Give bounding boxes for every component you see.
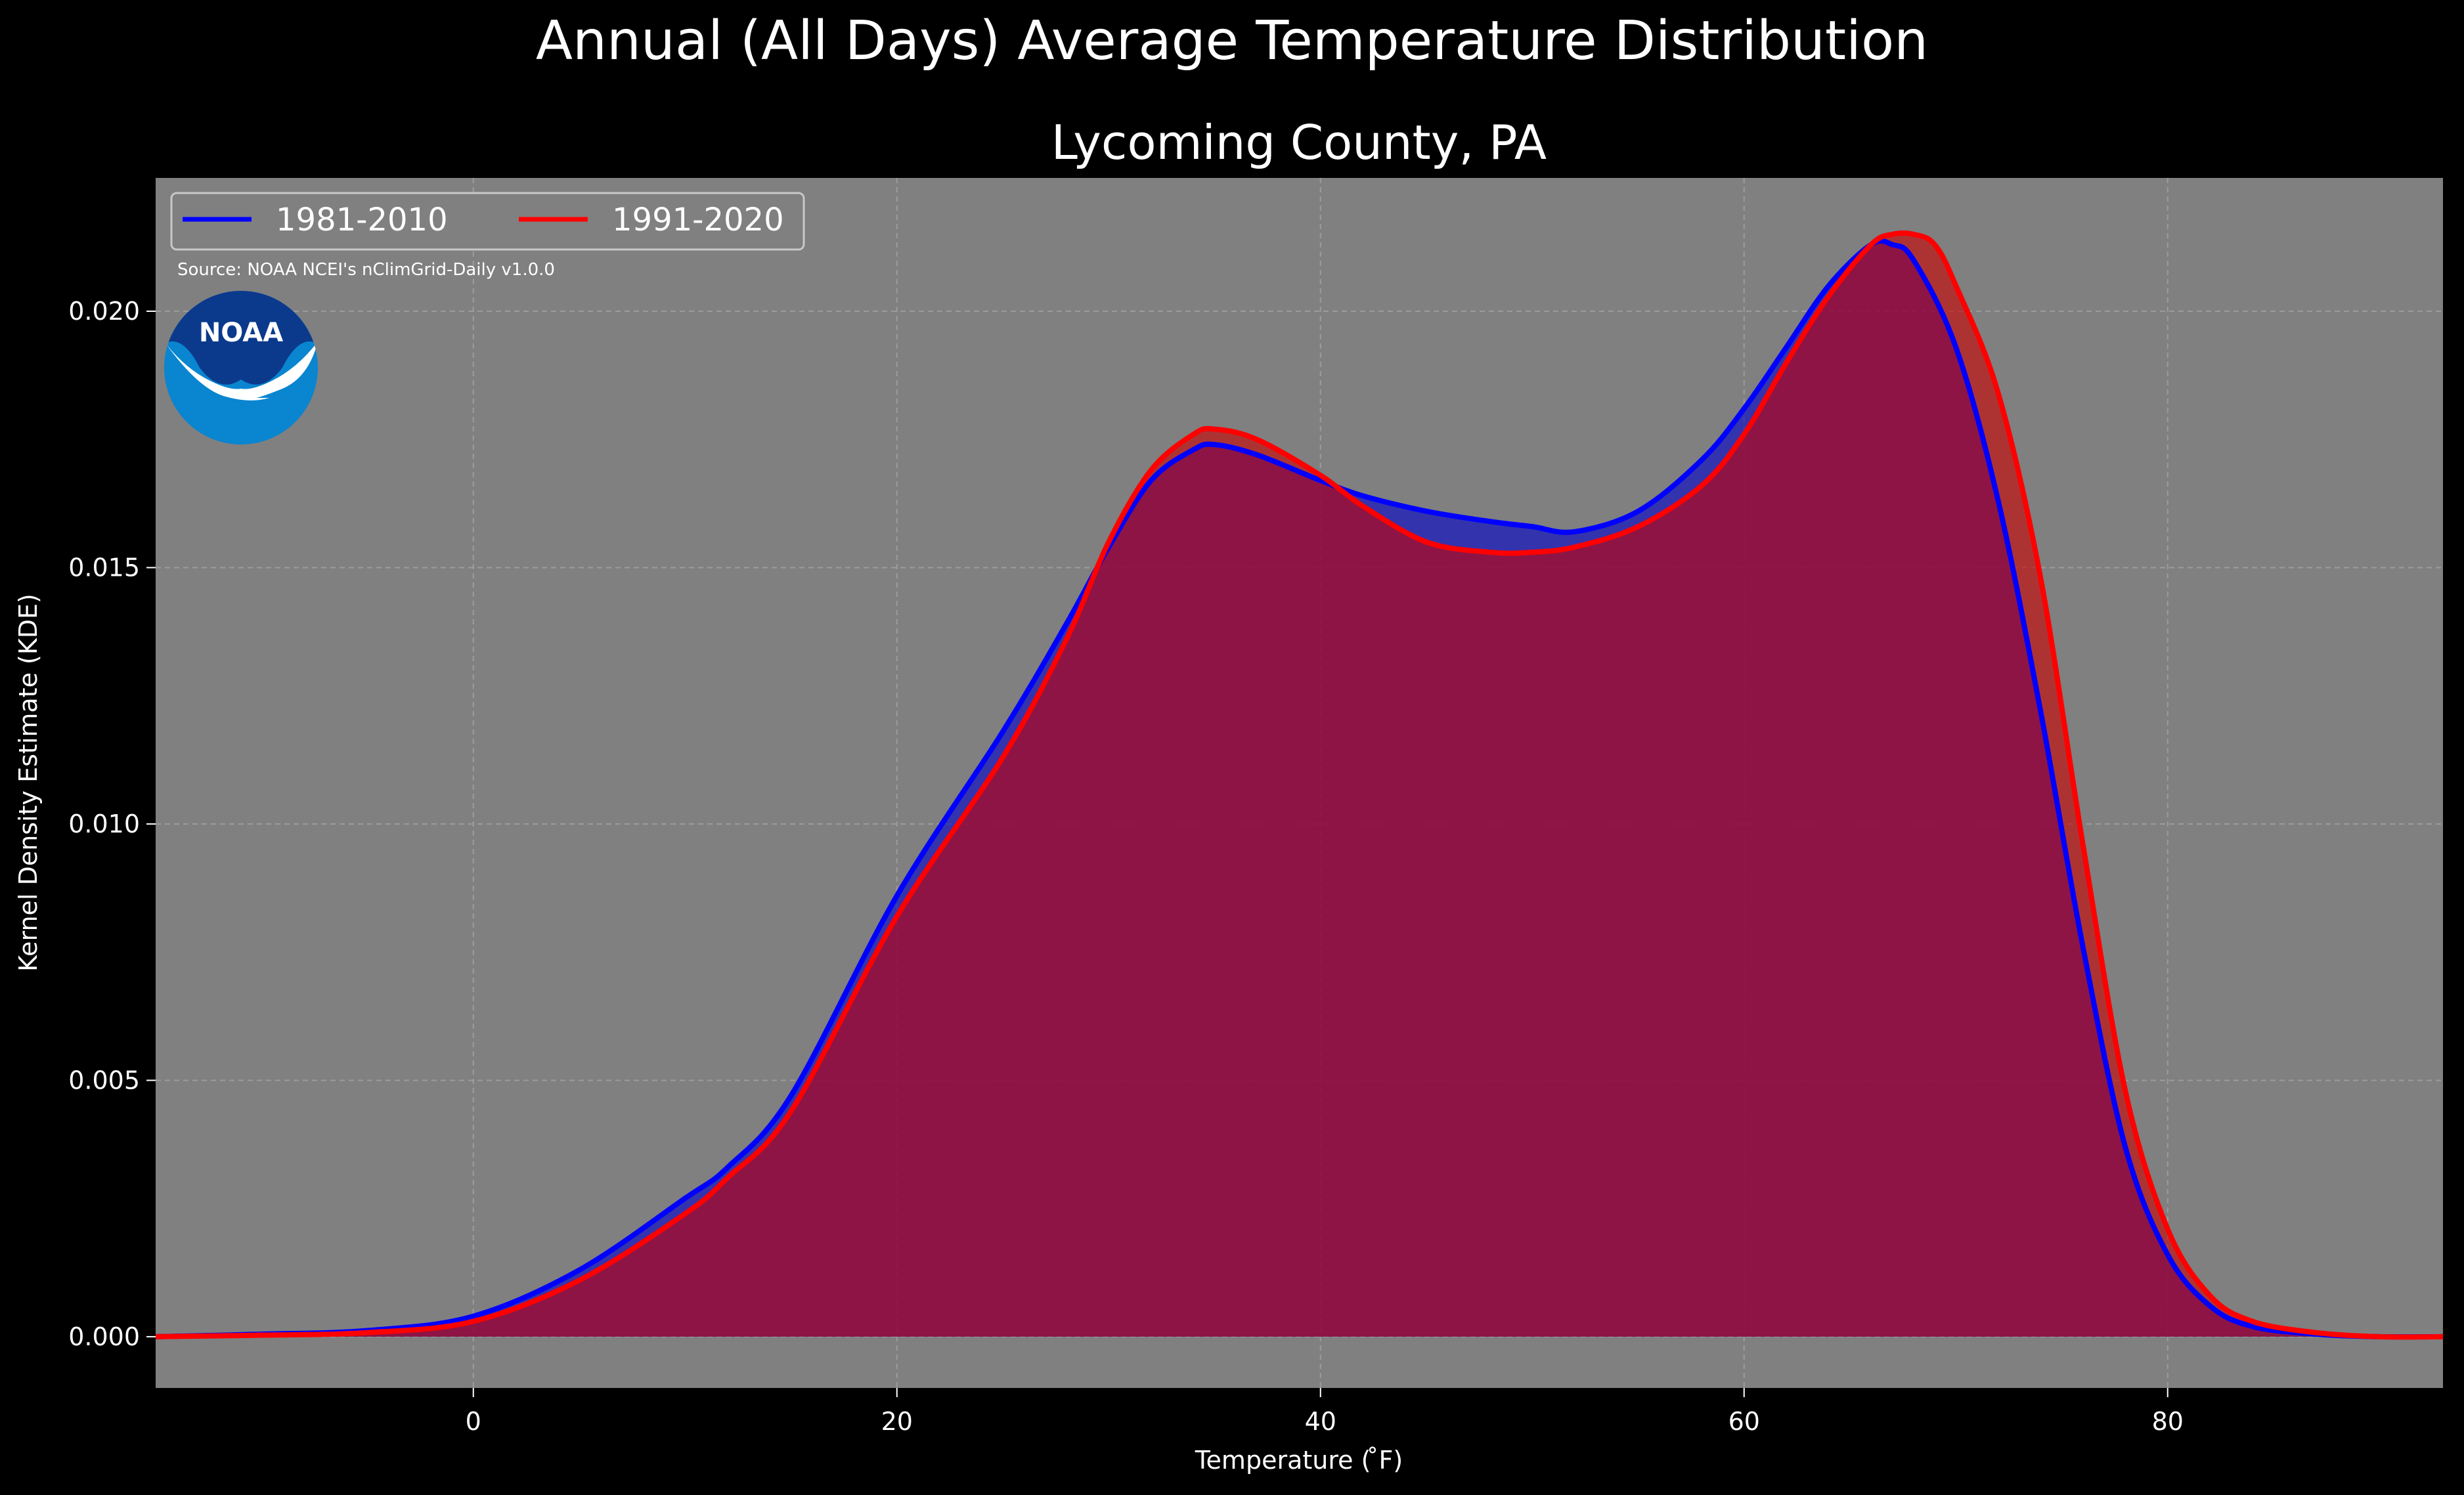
chart-title: Lycoming County, PA bbox=[1051, 115, 1547, 170]
x-tick-label: 40 bbox=[1305, 1407, 1336, 1436]
x-tick-label: 20 bbox=[881, 1407, 913, 1436]
noaa-logo-text: NOAA bbox=[199, 318, 283, 348]
series-fill-1991-2020 bbox=[156, 232, 2443, 1337]
y-tick-label: 0.015 bbox=[68, 553, 140, 582]
legend-label-1981-2010: 1981-2010 bbox=[276, 202, 448, 238]
source-note: Source: NOAA NCEI's nClimGrid-Daily v1.0… bbox=[177, 260, 555, 280]
noaa-logo-bird bbox=[164, 341, 318, 401]
series-line-1981-2010 bbox=[155, 238, 2444, 1340]
x-tick-label: 60 bbox=[1728, 1407, 1760, 1436]
figure-suptitle: Annual (All Days) Average Temperature Di… bbox=[536, 10, 1928, 72]
noaa-logo-icon: NOAA bbox=[164, 291, 318, 444]
legend-label-1991-2020: 1991-2020 bbox=[612, 202, 784, 238]
legend[interactable]: 1981-2010 1991-2020 bbox=[170, 192, 805, 251]
y-tick-label: 0.020 bbox=[68, 297, 140, 326]
y-axis-label: Kernel Density Estimate (KDE) bbox=[14, 594, 43, 972]
y-tick-label: 0.010 bbox=[68, 810, 140, 838]
legend-frame bbox=[170, 192, 805, 251]
y-tick-label: 0.005 bbox=[68, 1066, 140, 1094]
x-axis-label: Temperature ( ̊F) bbox=[1195, 1446, 1403, 1475]
series-fills bbox=[156, 232, 2443, 1337]
x-tick-label: 0 bbox=[466, 1407, 481, 1436]
series-line-1991-2020 bbox=[155, 230, 2444, 1340]
series-lines bbox=[155, 230, 2444, 1340]
axes: 0 20 40 60 80 0.000 0.005 0.010 0.015 0.020 bbox=[68, 297, 2184, 1436]
y-tick-label: 0.000 bbox=[68, 1322, 140, 1351]
x-tick-label: 80 bbox=[2152, 1407, 2184, 1436]
